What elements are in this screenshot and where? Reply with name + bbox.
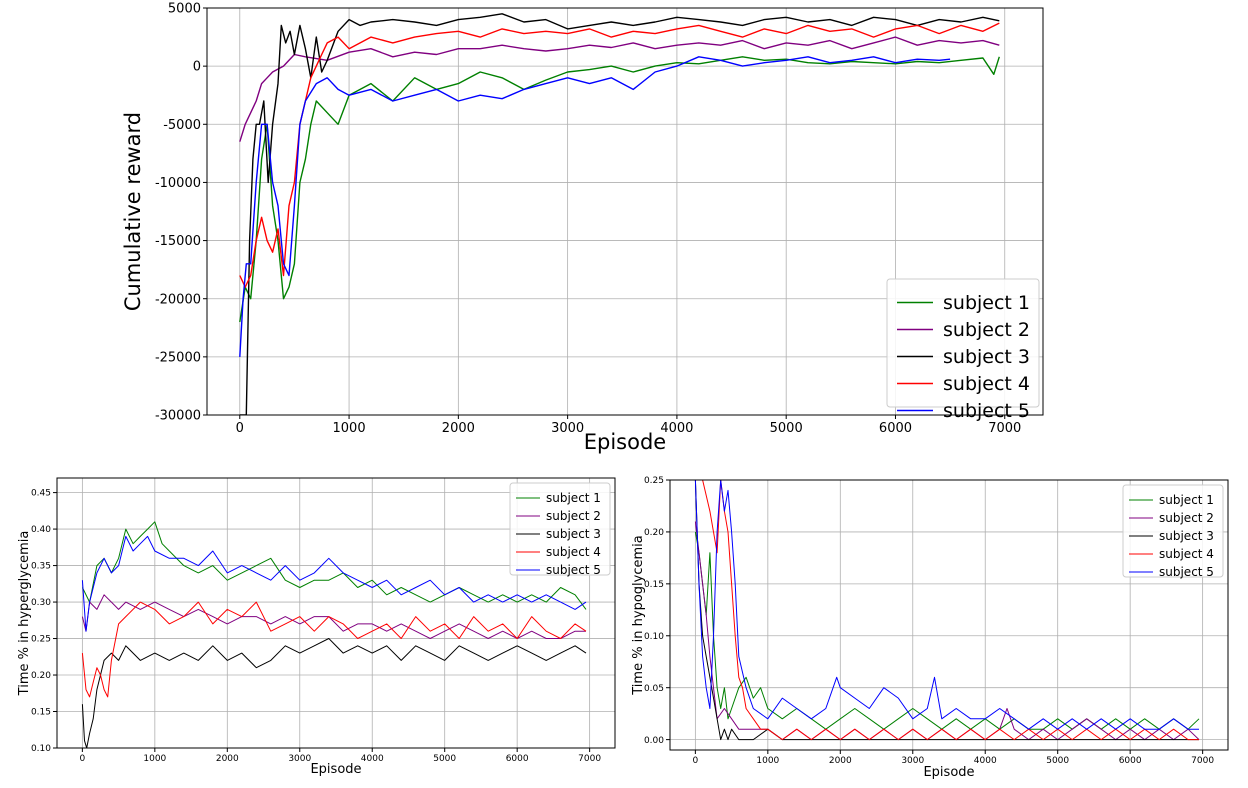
x-tick-label: 4000 [974,756,997,766]
y-tick-label: -25000 [155,350,201,365]
legend-label: subject 2 [546,509,601,523]
series-line-subject-2 [239,36,1000,142]
axes-frame [669,479,1229,751]
x-tick-label: 0 [79,754,85,764]
series-line-subject-3 [239,13,1000,415]
legend-label: subject 4 [546,545,601,559]
axes-frame [206,7,1044,416]
legend-label: subject 1 [943,292,1030,314]
chart-2: 0 1000 2000 3000 4000 5000 6000 7000 0.10 0.15 0.2… [17,477,616,777]
legend-label: subject 3 [546,527,601,541]
legend-label: subject 2 [1159,511,1214,525]
series-line-subject-1 [81,521,587,610]
x-axis-label: Episode [923,765,974,780]
legend-label: subject 4 [1159,547,1214,561]
y-tick-label: -30000 [155,409,201,424]
y-tick-label: 0.45 [31,489,51,499]
x-tick-label: 2000 [442,421,475,436]
series-line-subject-5 [239,56,951,357]
x-tick-label: 5000 [1046,756,1069,766]
x-tick-label: 1000 [333,421,366,436]
y-tick-label: -15000 [155,234,201,249]
x-tick-label: 6000 [1119,756,1142,766]
x-tick-label: 2000 [216,754,239,764]
legend-label: subject 3 [1159,529,1214,543]
y-tick-label: 0 [193,60,201,75]
series-line-subject-4 [695,480,1199,741]
x-tick-label: 7000 [578,754,601,764]
legend-label: subject 2 [943,319,1030,341]
y-tick-label: 0.05 [644,684,664,694]
series-line-subject-4 [81,601,587,698]
y-tick-label: -5000 [163,118,201,133]
chart-3: 0 1000 2000 3000 4000 5000 6000 7000 0.00 0.05 0.1… [631,476,1229,780]
y-tick-label: -20000 [155,292,201,307]
x-tick-label: 3000 [901,756,924,766]
series-line-subject-3 [81,638,587,748]
x-tick-label: 7000 [1191,756,1214,766]
series-line-subject-5 [81,535,587,632]
y-tick-label: 0.20 [31,671,51,681]
y-tick-label: 0.35 [31,562,51,572]
series-line-subject-1 [239,56,1000,323]
x-tick-label: 3000 [551,421,584,436]
x-tick-label: 6000 [879,421,912,436]
x-tick-label: 7000 [988,421,1021,436]
y-tick-label: 0.25 [644,476,664,486]
y-tick-label: -10000 [155,176,201,191]
y-axis-label: Time % in hypoglycemia [631,535,646,696]
y-axis-label: Time % in hyperglycemia [17,531,32,697]
y-tick-label: 0.15 [31,708,51,718]
legend: subject 1 subject 2 subject 3 subject 4 subj… [886,278,1040,422]
legend-label: subject 1 [1159,493,1214,507]
legend-label: subject 3 [943,346,1030,368]
x-tick-label: 3000 [288,754,311,764]
y-axis-label: Cumulative reward [121,112,145,311]
series-line-subject-4 [239,22,1000,288]
x-tick-label: 1000 [756,756,779,766]
x-tick-label: 4000 [660,421,693,436]
x-tick-label: 5000 [770,421,803,436]
legend-label: subject 5 [1159,565,1214,579]
y-tick-label: 0.10 [31,744,51,754]
legend: subject 1 subject 2 subject 3 subject 4 subj… [509,482,611,577]
y-tick-label: 0.00 [644,736,664,746]
x-tick-label: 0 [236,421,244,436]
y-tick-label: 0.25 [31,635,51,645]
x-tick-label: 0 [692,756,698,766]
y-tick-label: 0.15 [644,580,664,590]
legend-label: subject 5 [546,563,601,577]
x-tick-label: 5000 [433,754,456,764]
y-tick-label: 0.40 [31,525,51,535]
y-tick-label: 0.20 [644,528,664,538]
series-line-subject-5 [694,480,1199,730]
axes-frame [56,477,616,749]
x-tick-label: 4000 [361,754,384,764]
legend-label: subject 5 [943,400,1030,422]
y-tick-label: 5000 [168,2,201,17]
x-tick-label: 1000 [143,754,166,764]
x-tick-label: 6000 [506,754,529,764]
legend-label: subject 4 [943,373,1030,395]
series-line-subject-2 [81,594,586,639]
series-line-subject-3 [694,480,1199,741]
x-tick-label: 2000 [829,756,852,766]
chart-1: 0 1000 2000 3000 4000 5000 6000 7000 -30000 -2500… [121,2,1044,454]
x-axis-label: Episode [310,762,361,777]
legend: subject 1 subject 2 subject 3 subject 4 subj… [1122,484,1224,579]
legend-label: subject 1 [546,491,601,505]
x-axis-label: Episode [584,430,666,454]
y-tick-label: 0.30 [31,598,51,608]
y-tick-label: 0.10 [644,632,664,642]
